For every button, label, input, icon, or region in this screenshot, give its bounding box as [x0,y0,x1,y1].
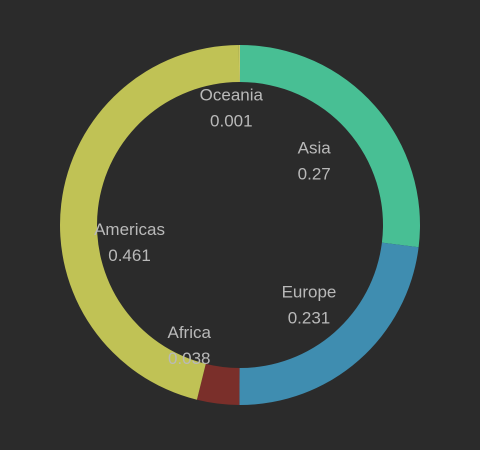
slice-africa [196,363,240,405]
slice-labels: Asia 0.27 Europe 0.231 Africa 0.038 Americas 0.… [94,86,336,369]
slice-value-americas: 0.461 [108,246,151,265]
slice-label-africa: Africa [168,323,212,342]
slice-asia [240,45,421,248]
slice-label-europe: Europe [282,282,337,301]
donut-slices [60,45,421,405]
slice-oceania [238,45,240,83]
slice-label-asia: Asia [298,138,332,157]
slice-value-oceania: 0.001 [210,112,253,131]
slice-europe [239,242,419,405]
slice-value-europe: 0.231 [288,308,331,327]
slice-value-asia: 0.27 [298,164,331,183]
slice-label-oceania: Oceania [200,86,264,105]
slice-value-africa: 0.038 [168,349,211,368]
slice-americas [60,45,240,400]
slice-label-americas: Americas [94,220,165,239]
